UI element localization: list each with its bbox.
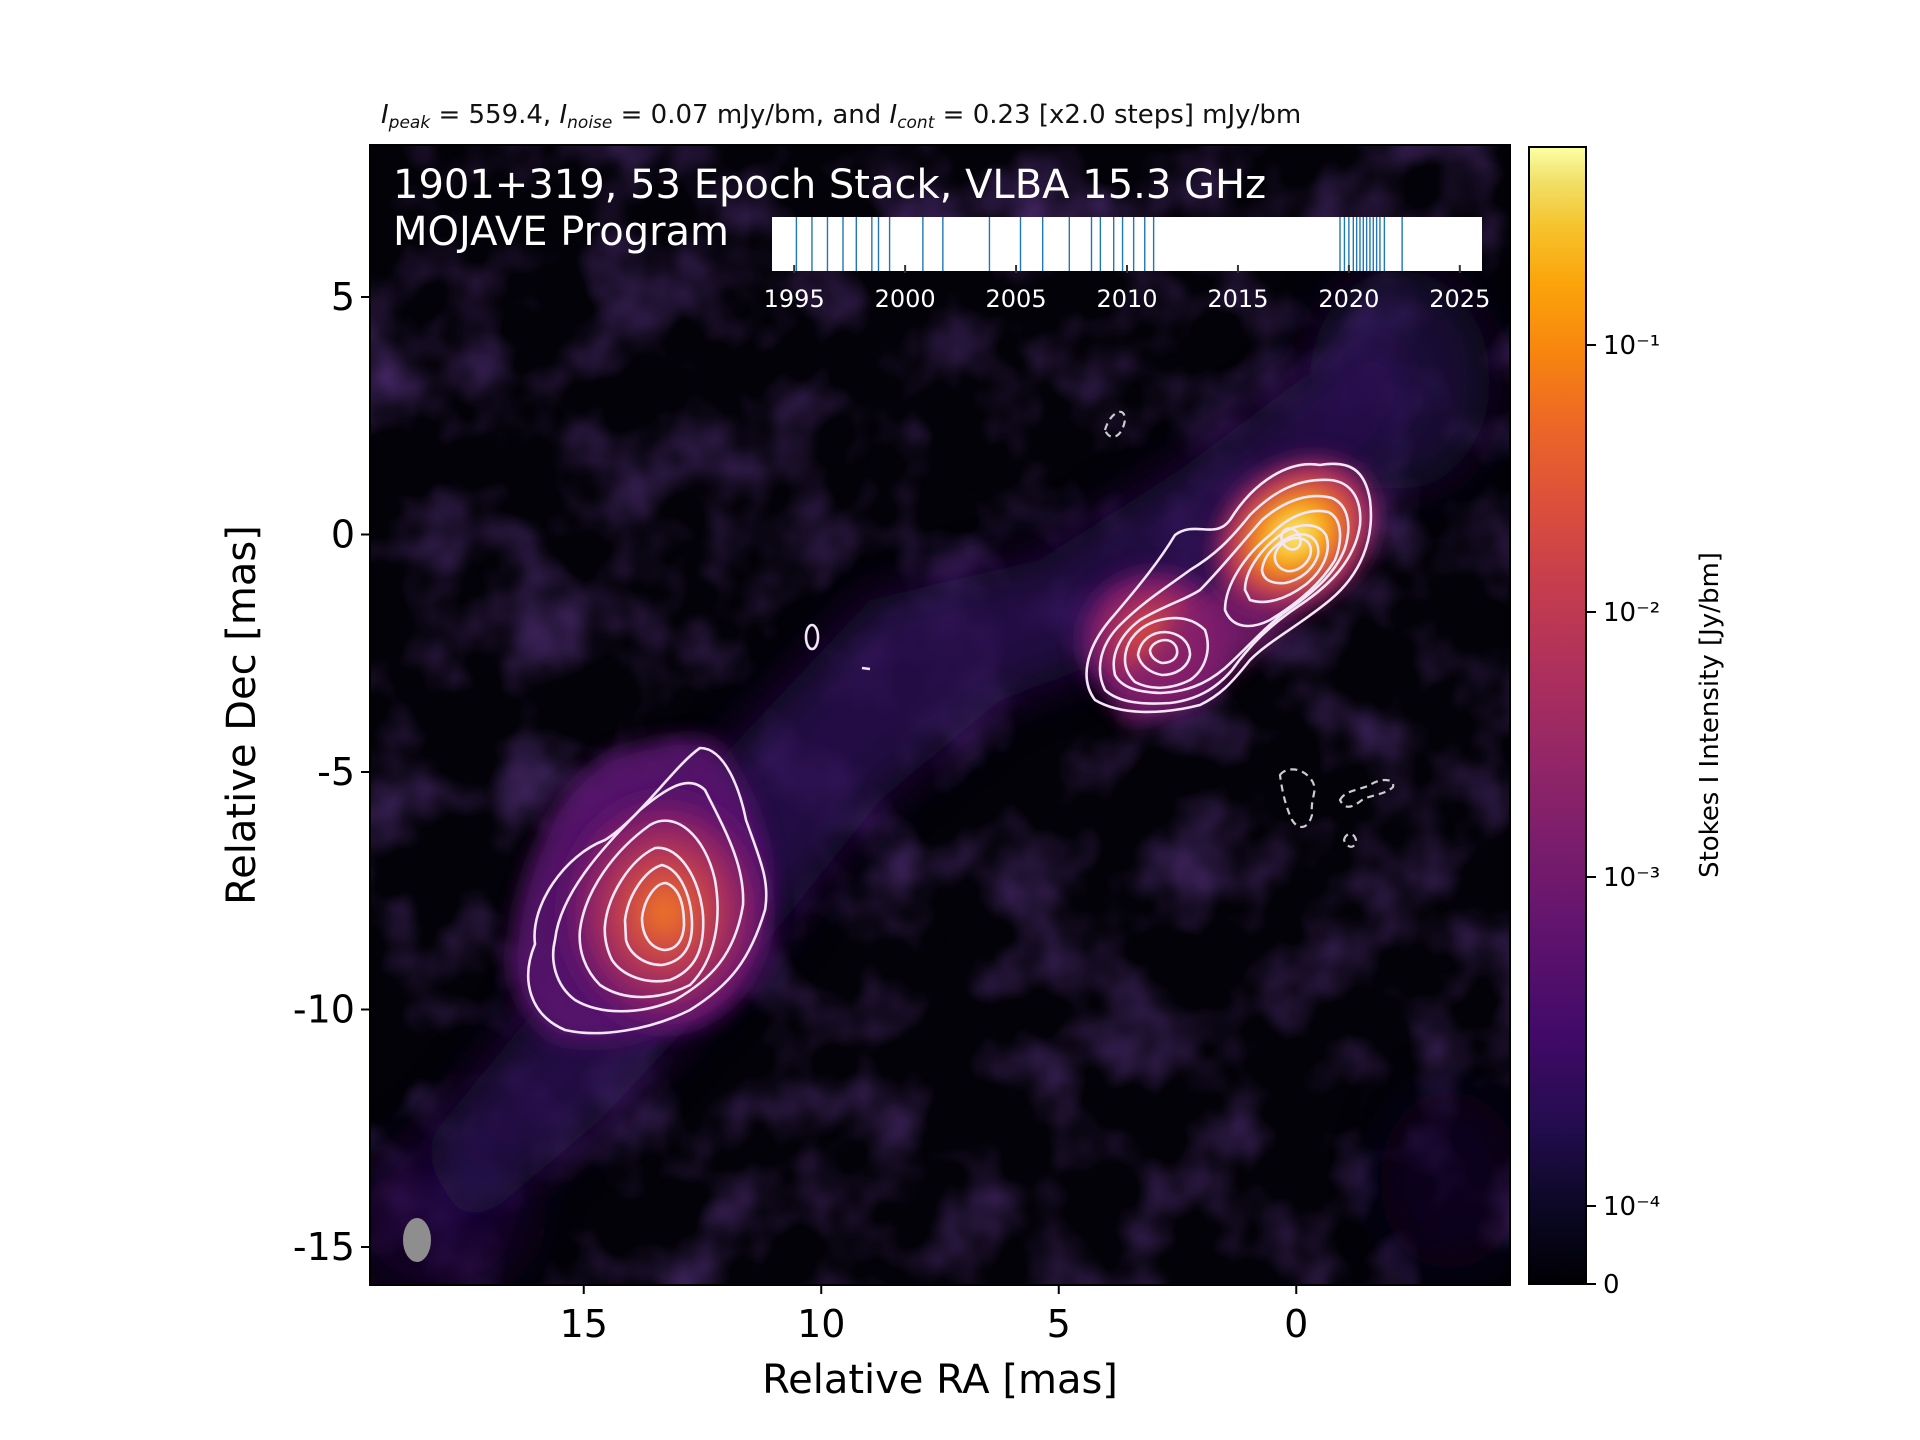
map-title-line2: MOJAVE Program [393,209,729,255]
y-tick-label: 0 [331,513,355,557]
colorbar-tick-label: 10⁻⁴ [1603,1192,1660,1222]
colorbar: 10⁻¹ 10⁻² 10⁻³ 10⁻⁴ 0 Stokes I Intensity [Jy… [1528,146,1725,1300]
timeline-tick-label: 2020 [1318,285,1379,313]
timeline-ticks: 1995 2000 2005 2010 2015 2020 2025 [764,265,1490,313]
colorbar-frame [1528,146,1587,1285]
timeline-tick-label: 2000 [875,285,936,313]
x-axis-label: Relative RA [mas] [762,1357,1118,1403]
x-tick-label: 15 [560,1302,608,1346]
intensity-map: 1901+319, 53 Epoch Stack, VLBA 15.3 GHz … [369,144,1511,1286]
peak-subscript: peak [388,113,431,133]
map-axes: 15 10 5 0 5 0 -5 -10 -15 Relative RA [mas] Rela… [219,275,1308,1403]
y-axis-ticks: 5 0 -5 -10 -15 [293,275,370,1269]
colorbar-gradient [1529,147,1586,1284]
contour-symbol: I [889,100,898,130]
lobe-contour [603,846,705,983]
timeline-tick-label: 2005 [986,285,1047,313]
peak-value: = 559.4, [430,100,560,130]
y-tick-label: -5 [317,750,355,794]
contour-subscript: cont [897,113,935,133]
noise-subscript: noise [567,113,613,133]
negative-contour [1342,832,1358,848]
colorbar-ticks: 10⁻¹ 10⁻² 10⁻³ 10⁻⁴ 0 [1586,331,1660,1300]
negative-contour [1338,778,1395,808]
core-jet-contour [1112,494,1350,695]
y-tick-label: 5 [331,275,355,319]
core-contour [1223,509,1342,628]
core-jet-contour [1085,462,1373,714]
negative-contour [1278,768,1316,828]
map-title-line1: 1901+319, 53 Epoch Stack, VLBA 15.3 GHz [393,162,1266,208]
negative-contour [1103,410,1127,438]
core-contour [1273,536,1313,573]
core-jet-contour [1098,478,1362,705]
y-tick-label: -10 [293,988,355,1032]
timeline-tick-label: 2010 [1096,285,1157,313]
beam-ellipse [403,1218,431,1262]
negative-contours [1103,410,1395,848]
isolated-contour [804,623,820,651]
lobe-contour [623,863,694,967]
knot-contour [1123,616,1210,690]
x-tick-label: 10 [797,1302,845,1346]
timeline-tick-label: 1995 [764,285,825,313]
colorbar-tick-label: 10⁻³ [1603,863,1660,893]
timeline-tick-label: 2025 [1429,285,1490,313]
lobe-contour [527,746,768,1035]
y-tick-label: -15 [293,1225,355,1269]
lobe-contour [551,781,745,1013]
x-tick-label: 5 [1047,1302,1071,1346]
contour-value: = 0.23 [x2.0 steps] mJy/bm [934,100,1302,130]
lobe-contour [578,819,719,999]
epoch-timeline: 1995 2000 2005 2010 2015 2020 2025 [764,217,1490,313]
timeline-tick-label: 2015 [1207,285,1268,313]
x-tick-label: 0 [1284,1302,1308,1346]
peak-symbol: I [381,100,389,130]
noise-symbol: I [559,100,568,130]
image-stats-title: Ipeak = 559.4, Inoise = 0.07 mJy/bm, and… [381,100,1541,136]
lobe-contour [640,881,686,952]
knot-contour [1148,638,1179,665]
core-peak-contour [1280,527,1302,551]
isolated-contour [861,666,871,671]
colorbar-tick-label: 0 [1603,1270,1620,1300]
contour-lines [527,462,1373,1035]
colorbar-tick-label: 10⁻¹ [1603,331,1660,361]
colorbar-tick-label: 10⁻² [1603,598,1660,628]
x-axis-ticks: 15 10 5 0 [560,1285,1308,1346]
colorbar-label: Stokes I Intensity [Jy/bm] [1695,552,1725,878]
epoch-lines [795,217,1403,271]
knot-contour [1136,630,1192,677]
core-contour [1243,523,1329,604]
y-axis-label: Relative Dec [mas] [219,525,265,905]
noise-value: = 0.07 mJy/bm, and [612,100,890,130]
